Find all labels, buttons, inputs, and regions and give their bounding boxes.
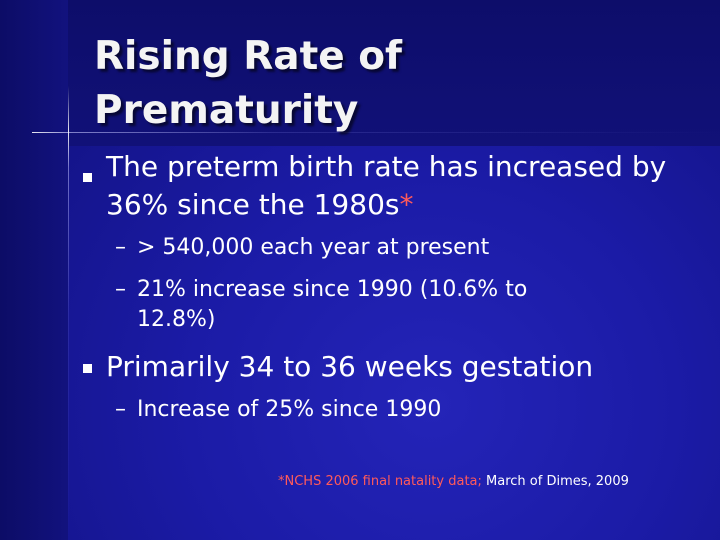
left-decorative-band bbox=[0, 0, 68, 540]
cross-line-vertical bbox=[68, 86, 69, 540]
bullet-2: Primarily 34 to 36 weeks gestation bbox=[106, 348, 706, 386]
sub-bullet-1-2-text: 21% increase since 1990 (10.6% to bbox=[137, 277, 528, 302]
bullet-1-asterisk: * bbox=[399, 188, 414, 221]
slide-title-line1: Rising Rate of bbox=[94, 34, 403, 79]
sub-bullet-1-2: –21% increase since 1990 (10.6% to 12.8%) bbox=[115, 275, 675, 335]
slide-title-line2: Prematurity bbox=[94, 88, 359, 133]
sub-bullet-1-1-text: > 540,000 each year at present bbox=[137, 235, 490, 260]
citation-source-red: *NCHS 2006 final natality data; bbox=[278, 474, 482, 489]
citation-source: March of Dimes, 2009 bbox=[481, 474, 629, 489]
dash-icon: – bbox=[115, 397, 126, 422]
dash-icon: – bbox=[115, 277, 126, 302]
slide-title: Rising Rate of Prematurity bbox=[94, 30, 694, 138]
dash-icon: – bbox=[115, 235, 126, 260]
citation: *NCHS 2006 final natality data; March of… bbox=[278, 473, 629, 491]
bullet-1: The preterm birth rate has increased by … bbox=[106, 148, 706, 224]
sub-bullet-2-1-text: Increase of 25% since 1990 bbox=[137, 397, 442, 422]
cross-line-horizontal bbox=[32, 132, 720, 133]
bullet-2-text: Primarily 34 to 36 weeks gestation bbox=[106, 350, 594, 383]
sub-bullet-1-1: – > 540,000 each year at present bbox=[115, 233, 675, 263]
bullet-square-icon bbox=[83, 364, 92, 373]
bullet-1-text: The preterm birth rate has increased by … bbox=[106, 150, 667, 221]
bullet-square-icon bbox=[83, 173, 92, 182]
sub-bullet-2-1: – Increase of 25% since 1990 bbox=[115, 395, 675, 425]
sub-bullet-1-2-continuation: 12.8%) bbox=[137, 307, 216, 332]
top-decorative-band bbox=[68, 0, 720, 146]
